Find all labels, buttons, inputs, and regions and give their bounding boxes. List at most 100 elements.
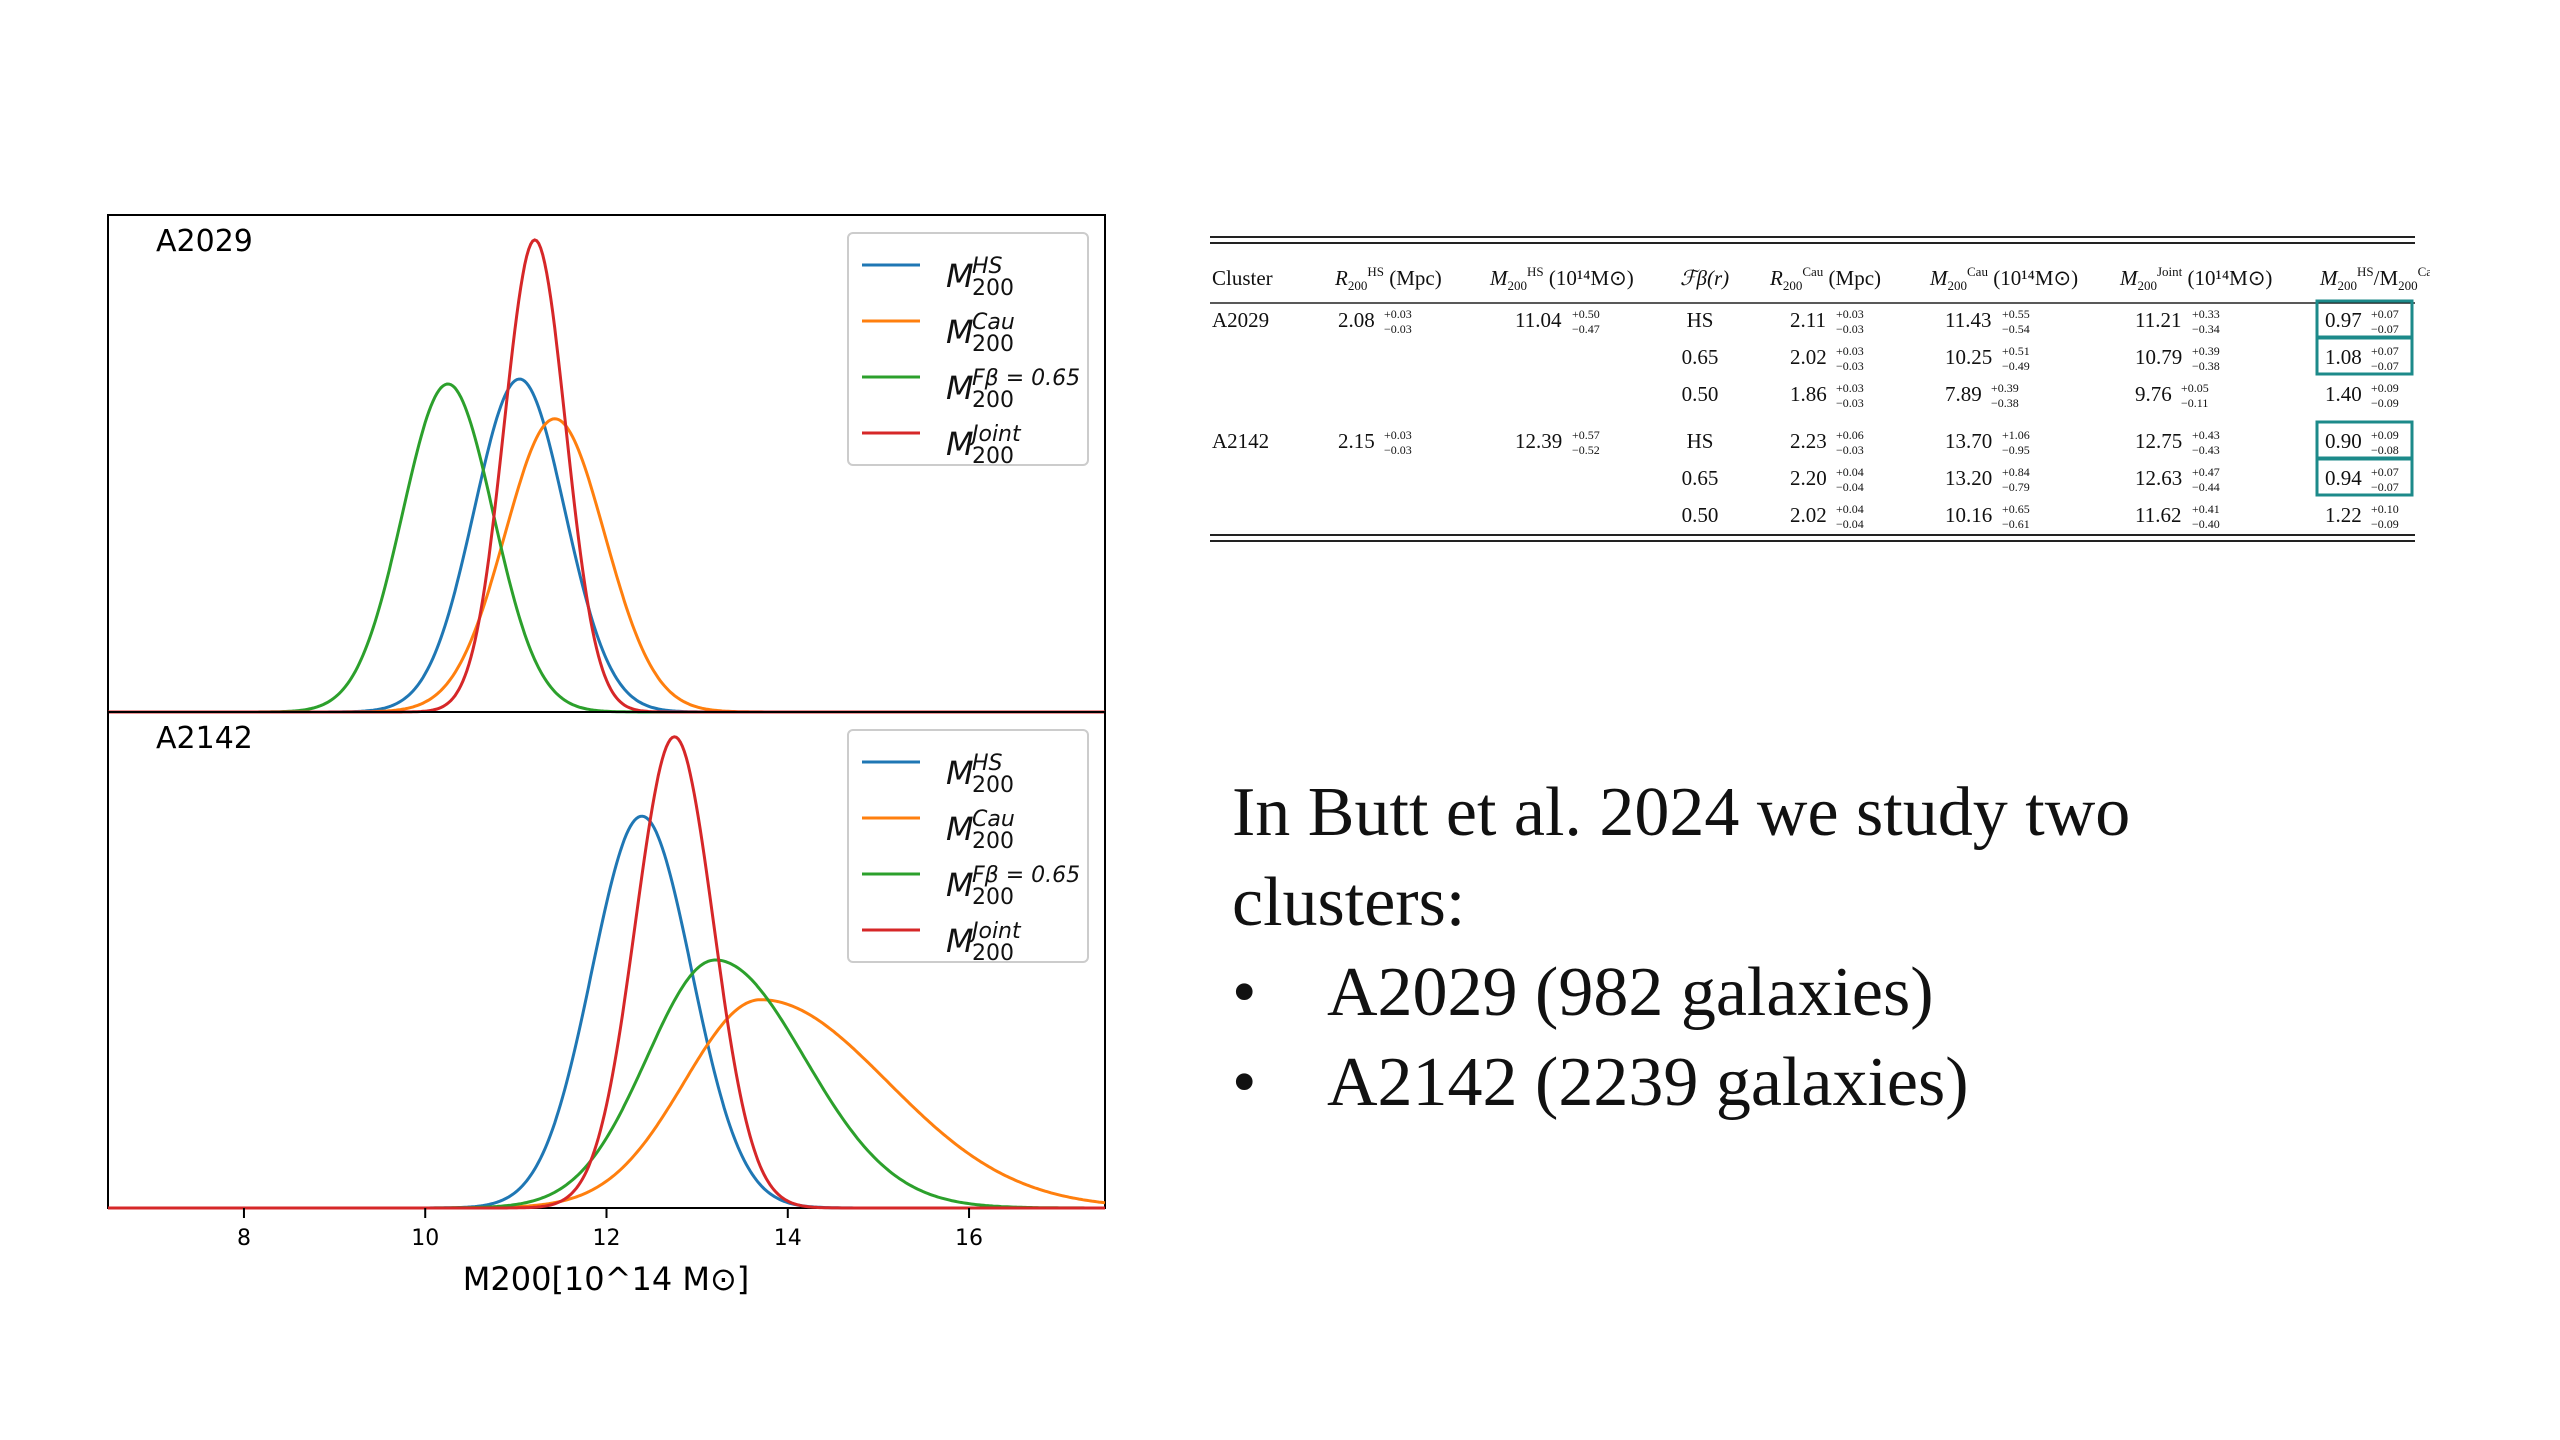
table-cell-rcau-part: 1.86: [1790, 382, 1827, 406]
table-cell-mhs-lower: −0.47: [1572, 322, 1600, 336]
table-cell-mjoint-part: 12.75: [2135, 429, 2182, 453]
table-cell-mjoint-upper: +0.33: [2192, 307, 2220, 321]
table-cell-mjoint-upper-part: +0.43: [2192, 428, 2220, 442]
summary-text: In Butt et al. 2024 we study two cluster…: [1232, 768, 2332, 1128]
legend-superscript-part: Cau: [972, 807, 1015, 832]
table-cell-mhs-lower-part: −0.52: [1572, 443, 1600, 457]
table-cell-mjoint-upper: +0.39: [2192, 344, 2220, 358]
bullet-glyph: •: [1232, 954, 1257, 1031]
table-cell-rcau: 2.23: [1790, 429, 1827, 453]
table-cell-fbeta: 0.50: [1682, 382, 1719, 406]
table-cell-mcau-lower: −0.38: [1991, 396, 2019, 410]
table-cell-rhs-lower-part: −0.03: [1384, 322, 1412, 336]
table-cell-mhs-upper-part: +0.50: [1572, 307, 1600, 321]
table-cell-ratio-part: 0.97: [2325, 308, 2362, 332]
table-cell-mcau-upper-part: +0.51: [2002, 344, 2030, 358]
table-cell-mcau-upper-part: +0.39: [1991, 381, 2019, 395]
legend-entry-hs: M200HS: [946, 254, 1014, 301]
table-cell-mcau-upper-part: +0.55: [2002, 307, 2030, 321]
legend-entry-joint: M200Joint: [946, 919, 1022, 966]
table-cell-ratio-lower: −0.09: [2371, 517, 2399, 531]
legend-subscript: 200: [972, 829, 1014, 854]
table-cell-mjoint-lower: −0.38: [2192, 359, 2220, 373]
table-cell-mcau-lower-part: −0.79: [2002, 480, 2030, 494]
table-cell-rcau: 2.02: [1790, 503, 1827, 527]
legend-subscript: 200: [972, 941, 1014, 966]
table-cell-mjoint-lower: −0.44: [2192, 480, 2220, 494]
table-cell-rcau-lower: −0.03: [1836, 443, 1864, 457]
table-cell-mcau-part: 10.16: [1945, 503, 1992, 527]
table-cell-mcau-lower: −0.54: [2002, 322, 2030, 336]
legend-superscript: HS: [972, 751, 1003, 776]
table-cell-rhs-upper-part: +0.03: [1384, 307, 1412, 321]
table-cell-fbeta: 0.65: [1682, 345, 1719, 369]
table-cell-mcau-part: 7.89: [1945, 382, 1982, 406]
table-cell-rhs-part: 2.15: [1338, 429, 1375, 453]
legend-symbol: M: [946, 754, 974, 792]
table-cell-rcau-upper: +0.03: [1836, 381, 1864, 395]
table-cell-mhs: 11.04: [1515, 308, 1562, 332]
table-cell-ratio-upper: +0.09: [2371, 428, 2399, 442]
legend-superscript-part: HS: [972, 751, 1003, 776]
table-cell-fbeta: 0.65: [1682, 466, 1719, 490]
table-cell-mjoint-upper: +0.47: [2192, 465, 2220, 479]
table-cell-rcau-upper: +0.03: [1836, 307, 1864, 321]
table-header-cell-part: M: [1489, 266, 1509, 290]
table-cell-ratio-lower: −0.07: [2371, 359, 2399, 373]
table-header-cell-part: 200: [1348, 278, 1368, 293]
table-cell-mjoint-lower-part: −0.11: [2181, 396, 2208, 410]
table-cell-mcau-upper: +0.39: [1991, 381, 2019, 395]
table-cell-fbeta: HS: [1687, 308, 1714, 332]
table-cell-fbeta-part: HS: [1687, 429, 1714, 453]
table-cell-rcau-lower-part: −0.03: [1836, 396, 1864, 410]
table-cell-ratio-upper: +0.07: [2371, 344, 2399, 358]
legend-subscript-part: 200: [972, 332, 1014, 357]
table-cell-mjoint: 12.75: [2135, 429, 2182, 453]
table-cell-ratio-upper-part: +0.07: [2371, 307, 2399, 321]
table-cell-mcau-part: 13.70: [1945, 429, 1992, 453]
legend-superscript-part: Fβ = 0.65: [972, 863, 1080, 888]
x-axis-label: M200[10^14 M⊙]: [463, 1260, 750, 1298]
table-cell-fbeta: HS: [1687, 429, 1714, 453]
table-cell-mjoint-upper: +0.41: [2192, 502, 2220, 516]
table-cell-mcau-lower-part: −0.54: [2002, 322, 2030, 336]
table-cell-rcau-upper: +0.03: [1836, 344, 1864, 358]
table-header-cell: M200Cau (10¹⁴M⊙): [1929, 264, 2078, 293]
table-cell-ratio-upper: +0.07: [2371, 307, 2399, 321]
table-cell-rhs-lower: −0.03: [1384, 443, 1412, 457]
legend-subscript-part: 200: [972, 276, 1014, 301]
table-header-cell-part: /M: [2374, 266, 2399, 290]
table-cell-mcau-part: 13.20: [1945, 466, 1992, 490]
table-cell-rcau-upper-part: +0.03: [1836, 344, 1864, 358]
table-cell-rcau-upper: +0.04: [1836, 502, 1864, 516]
cluster-item-text: A2142 (2239 galaxies): [1327, 1044, 1969, 1121]
legend-superscript: HS: [972, 254, 1003, 279]
table-header-cell-part: HS: [1367, 264, 1384, 279]
table-cell-mjoint-part: 9.76: [2135, 382, 2172, 406]
table-cell-mcau: 10.25: [1945, 345, 1992, 369]
table-header-cell-part: (Mpc): [1823, 266, 1881, 290]
table-cell-rcau-upper: +0.04: [1836, 465, 1864, 479]
legend-subscript: 200: [972, 276, 1014, 301]
table-cell-mjoint-part: 11.62: [2135, 503, 2181, 527]
table-cell-mhs-upper: +0.57: [1572, 428, 1600, 442]
table-cell-ratio-part: 0.94: [2325, 466, 2362, 490]
table-header-cell-part: Cau: [1802, 264, 1823, 279]
table-cell-ratio-part: 1.08: [2325, 345, 2362, 369]
results-table: Cluster R200HS (Mpc) M200HS (10¹⁴M⊙) ℱβ(r) R…: [1210, 236, 2430, 542]
x-tick-label: 10: [411, 1226, 439, 1251]
table-cell-fbeta-part: 0.65: [1682, 466, 1719, 490]
legend-symbol: M: [946, 257, 974, 295]
table-cell-rhs: 2.08: [1338, 308, 1375, 332]
legend-superscript-part: Fβ = 0.65: [972, 366, 1080, 391]
table-cell-mhs-part: 11.04: [1515, 308, 1562, 332]
table-cell-rcau-lower-part: −0.03: [1836, 359, 1864, 373]
table-header-cell-part: M: [1929, 266, 1949, 290]
x-tick-label: 8: [237, 1226, 251, 1251]
table-cell-mcau-upper: +0.84: [2002, 465, 2030, 479]
table-cell-mcau-lower-part: −0.95: [2002, 443, 2030, 457]
table-cell-ratio: 1.08: [2325, 345, 2362, 369]
table-cell-mjoint-part: 11.21: [2135, 308, 2181, 332]
table-header-cell: M200HS (10¹⁴M⊙): [1489, 264, 1634, 293]
table-cell-rcau-part: 2.23: [1790, 429, 1827, 453]
